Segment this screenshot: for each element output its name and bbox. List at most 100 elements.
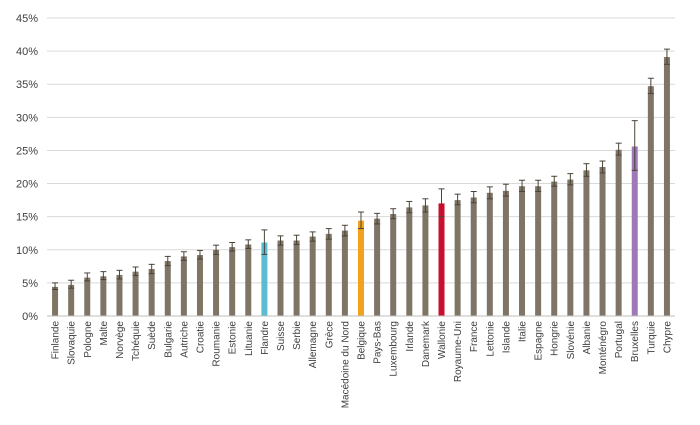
x-tick-label: Chypre <box>662 321 673 354</box>
bar <box>502 190 509 316</box>
error-bar <box>599 160 606 174</box>
bar <box>84 277 91 316</box>
error-bar <box>390 208 397 220</box>
bar <box>164 261 171 316</box>
bar <box>68 284 75 316</box>
bar <box>229 247 236 316</box>
error-bar <box>180 251 187 261</box>
error-bar <box>309 231 316 242</box>
bar <box>213 249 220 316</box>
x-tick-label: Bulgarie <box>163 321 174 358</box>
y-tick-label: 20% <box>16 179 38 191</box>
y-tick-label: 15% <box>16 212 38 224</box>
bar <box>374 218 381 316</box>
x-tick-label: Wallonie <box>437 321 448 359</box>
error-bar <box>52 282 59 291</box>
x-tick-label: Grèce <box>324 321 335 349</box>
x-tick-label: Pologne <box>83 321 94 358</box>
y-axis-tick-labels: 0% 5% 10% 15% 20% 25% 30% 35% 40% 45% <box>16 13 38 323</box>
bar <box>583 170 590 316</box>
error-bar <box>583 163 590 177</box>
x-tick-label: Islande <box>501 321 512 354</box>
bar <box>325 233 332 316</box>
error-bar <box>647 77 654 94</box>
bar <box>567 179 574 316</box>
error-bar <box>631 120 638 171</box>
y-tick-label: 0% <box>22 311 38 323</box>
error-bar <box>261 229 268 255</box>
bar <box>261 242 268 316</box>
y-tick-label: 10% <box>16 245 38 257</box>
error-bar <box>615 142 622 156</box>
error-bar <box>358 211 364 230</box>
bar <box>663 57 670 317</box>
error-bar <box>68 279 75 289</box>
error-bar <box>567 173 574 186</box>
error-bar <box>277 235 284 246</box>
x-tick-label: Suisse <box>276 321 287 351</box>
x-tick-label: Slovénie <box>566 321 577 360</box>
x-axis-tick-labels: Finlande Slovaquie Pologne Malte Norvège Tché… <box>51 320 674 408</box>
error-bar <box>196 249 203 260</box>
bar <box>454 200 461 316</box>
x-tick-label: Lettonie <box>485 321 496 357</box>
x-tick-label: Hongrie <box>550 321 561 356</box>
bar <box>599 167 606 316</box>
error-bar <box>663 48 670 65</box>
bar <box>406 207 413 316</box>
error-bar <box>116 269 123 280</box>
error-bar <box>341 224 348 237</box>
error-bar <box>438 188 445 218</box>
y-tick-label: 25% <box>16 145 38 157</box>
x-tick-label: Lituanie <box>244 321 255 356</box>
bar <box>519 186 526 316</box>
bar <box>132 271 139 316</box>
bar <box>116 274 123 316</box>
gridlines <box>47 17 675 284</box>
bar <box>245 244 252 316</box>
x-tick-label: Suède <box>147 321 158 350</box>
bar <box>180 256 187 316</box>
x-tick-label: Royaume-Uni <box>453 321 464 382</box>
bar <box>196 255 203 316</box>
bar <box>631 146 638 316</box>
bar <box>390 214 397 316</box>
error-bar <box>551 175 558 187</box>
x-tick-label: Croatie <box>195 321 206 354</box>
x-tick-label: Irlande <box>405 321 416 352</box>
error-bar <box>535 179 542 193</box>
x-tick-label: France <box>469 321 480 353</box>
x-tick-label: Luxembourg <box>389 321 400 377</box>
error-bar <box>519 179 526 193</box>
y-tick-label: 45% <box>16 13 38 25</box>
x-tick-label: Allemagne <box>308 321 319 369</box>
error-bar <box>245 239 252 249</box>
y-tick-label: 30% <box>16 112 38 124</box>
x-tick-label: Bruxelles <box>630 321 641 362</box>
x-tick-label: Danemark <box>421 320 432 367</box>
bar <box>277 240 284 316</box>
bar <box>647 86 654 316</box>
bar <box>341 230 348 316</box>
bar <box>615 149 622 316</box>
error-bar <box>406 200 413 214</box>
x-tick-label: Estonie <box>228 321 239 355</box>
bar <box>438 203 445 316</box>
x-tick-label: Malte <box>99 321 110 346</box>
error-bar <box>422 198 429 213</box>
x-tick-label: Roumanie <box>212 321 223 367</box>
x-tick-label: Slovaquie <box>67 321 78 365</box>
error-bar <box>502 183 509 197</box>
bar <box>535 186 542 316</box>
x-tick-label: Autriche <box>179 321 190 358</box>
x-tick-label: Pays-Bas <box>373 321 384 364</box>
bar <box>470 197 477 316</box>
bar <box>486 192 493 316</box>
bar <box>358 220 364 316</box>
error-bar <box>100 271 107 281</box>
bar <box>422 205 429 316</box>
bar <box>309 236 316 316</box>
error-bar <box>148 263 155 275</box>
bar <box>100 276 107 316</box>
error-bar <box>229 241 236 252</box>
